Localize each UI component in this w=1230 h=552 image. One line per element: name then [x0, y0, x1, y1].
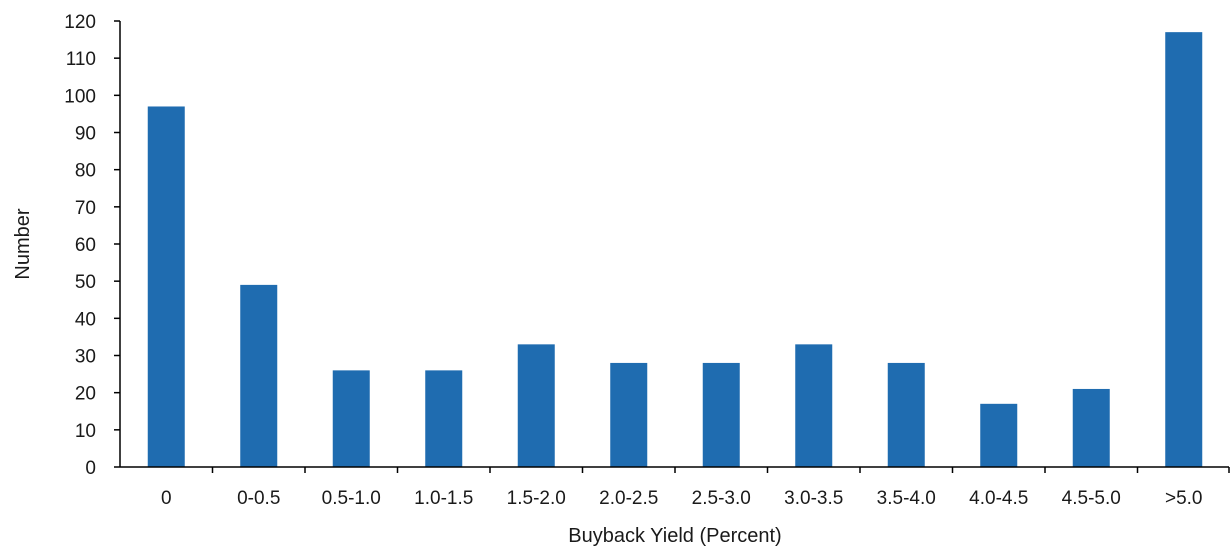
- y-tick-label: 110: [66, 49, 96, 70]
- y-tick-label: 50: [75, 272, 96, 293]
- bar-4.0-4.5: [980, 403, 1018, 467]
- x-tick-label: 3.0-3.5: [784, 488, 843, 509]
- y-tick-label: 80: [75, 161, 96, 182]
- bar-2.5-3.0: [702, 362, 740, 467]
- x-tick-label: 3.5-4.0: [877, 488, 936, 509]
- bar->5.0: [1165, 32, 1203, 468]
- x-axis-title: Buyback Yield (Percent): [568, 525, 781, 547]
- y-tick-label: 20: [75, 384, 96, 405]
- x-tick-label: 4.0-4.5: [969, 488, 1028, 509]
- y-tick-label: 70: [75, 198, 96, 219]
- y-tick-label: 100: [64, 86, 96, 107]
- bars-group: [147, 32, 1203, 468]
- y-tick-label: 0: [85, 458, 96, 479]
- bar-2.0-2.5: [610, 362, 648, 467]
- bar-0-0.5: [240, 284, 278, 467]
- x-axis-ticks: 0 0-0.5 0.5-1.0 1.0-1.5 1.5-2.0 2.0-2.5 2.5-3.…: [161, 467, 1230, 509]
- bar-3.0-3.5: [795, 344, 833, 467]
- x-tick-label: 0.5-1.0: [322, 488, 381, 509]
- x-tick-label: 0-0.5: [237, 488, 280, 509]
- x-tick-label: 1.5-2.0: [507, 488, 566, 509]
- y-tick-label: 120: [64, 12, 96, 33]
- y-tick-label: 40: [75, 309, 96, 330]
- bar-0: [147, 106, 185, 467]
- x-tick-label: 0: [161, 488, 172, 509]
- y-tick-label: 10: [75, 421, 96, 442]
- bar-4.5-5.0: [1072, 388, 1110, 467]
- y-tick-label: 60: [75, 235, 96, 256]
- x-tick-label: 2.5-3.0: [692, 488, 751, 509]
- y-axis-title: Number: [12, 208, 34, 279]
- bar-1.0-1.5: [425, 370, 463, 467]
- x-tick-label: 4.5-5.0: [1062, 488, 1121, 509]
- y-axis-ticks: 0 10 20 30 40 50 60 70 80 90 100 110 120: [64, 12, 120, 479]
- bar-1.5-2.0: [517, 344, 555, 467]
- y-tick-label: 30: [75, 347, 96, 368]
- x-tick-label: 2.0-2.5: [599, 488, 658, 509]
- x-tick-label: >5.0: [1165, 488, 1203, 509]
- x-tick-label: 1.0-1.5: [414, 488, 473, 509]
- bar-0.5-1.0: [332, 370, 370, 467]
- y-tick-label: 90: [75, 124, 96, 145]
- bar-3.5-4.0: [887, 362, 925, 467]
